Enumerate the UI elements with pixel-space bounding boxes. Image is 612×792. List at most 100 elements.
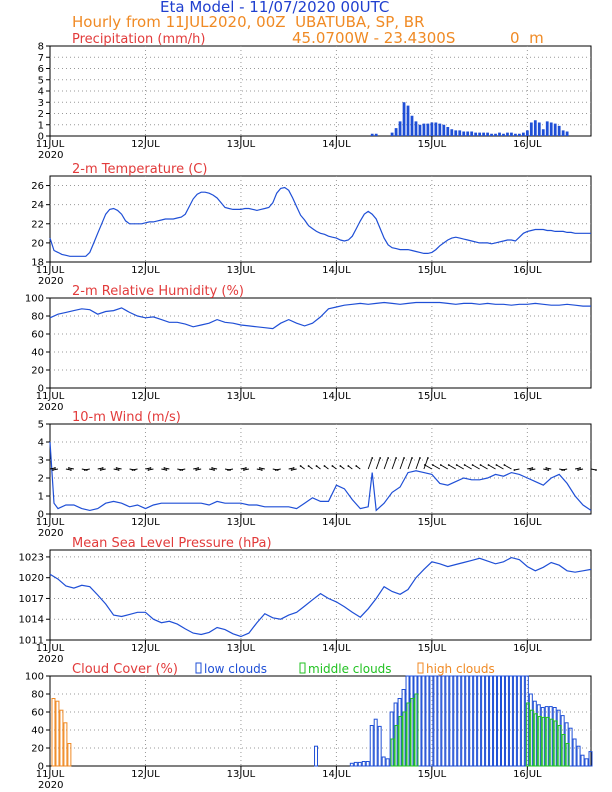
wind-arrowhead: [447, 464, 450, 466]
precip-bar: [434, 122, 438, 136]
wind-arrow: [367, 457, 373, 470]
low-cloud-bar: [584, 758, 589, 767]
plot-frame: [49, 175, 592, 263]
x-tick-label: 16JUL: [513, 139, 542, 150]
wind-arrowhead: [195, 469, 198, 471]
low-cloud-bar: [497, 675, 501, 767]
low-cloud-bar: [580, 754, 585, 767]
x-tick-label: 13JUL: [227, 643, 256, 654]
low-cloud-bar: [512, 675, 517, 767]
low-cloud-bar: [500, 675, 505, 767]
y-tick-label: 1023: [19, 552, 44, 563]
low-cloud-bar: [433, 675, 438, 767]
precip-bar: [518, 133, 521, 136]
low-cloud-bar: [485, 675, 490, 767]
wind-arrowhead: [371, 457, 374, 459]
wind-arrowhead: [579, 467, 581, 469]
y-tick-label: 20: [31, 744, 44, 755]
wind-arrowhead: [545, 467, 548, 469]
x-tick-label: 14JUL: [322, 517, 351, 528]
wind-arrowhead: [179, 469, 182, 471]
low-cloud-bar: [465, 675, 470, 767]
middle-cloud-bar: [533, 713, 538, 767]
low-cloud-bar: [572, 738, 577, 767]
panel-3: [46, 297, 592, 392]
middle-cloud-bar: [410, 698, 415, 767]
wind-arrowhead: [101, 467, 104, 469]
precip-bar: [470, 131, 474, 136]
location-elevation: 0 m: [510, 29, 544, 47]
wind-arrow: [415, 457, 421, 470]
precip-bar: [414, 121, 418, 136]
low-cloud-bar: [469, 675, 474, 767]
precip-bar: [430, 122, 434, 136]
low-cloud-bar: [449, 675, 454, 767]
low-cloud-bar: [493, 675, 498, 767]
low-cloud-bar: [429, 675, 434, 767]
y-tick-label: 2: [38, 474, 44, 485]
middle-cloud-bar: [402, 711, 407, 767]
x-tick-label: 14JUL: [322, 769, 351, 780]
wind-arrowhead: [455, 464, 458, 466]
precip-bar: [450, 129, 454, 136]
wind-arrowhead: [487, 464, 490, 466]
wind-arrowhead: [331, 465, 334, 467]
location-coords: 45.0700W - 23.4300S: [292, 29, 456, 47]
low-cloud-bar: [489, 675, 494, 767]
wind-arrowhead: [147, 469, 150, 471]
y-tick-label: 0: [38, 510, 44, 521]
low-cloud-bar: [461, 675, 466, 767]
chart-title: Eta Model - 11/07/2020 00UTC: [160, 0, 390, 16]
panel-title: 10-m Wind (m/s): [72, 410, 181, 425]
precip-bar: [418, 124, 422, 136]
wind-arrowhead: [213, 469, 216, 471]
precip-bar: [370, 133, 374, 136]
wind-arrow: [383, 457, 389, 470]
low-cloud-bar: [373, 718, 378, 767]
wind-arrowhead: [245, 467, 247, 469]
wind-arrowhead: [561, 469, 564, 471]
y-tick-label: 40: [31, 726, 44, 737]
wind-arrow: [448, 464, 456, 470]
low-cloud-bar: [353, 761, 358, 767]
wind-arrow: [480, 464, 488, 470]
wind-arrowhead: [595, 469, 597, 471]
wind-arrowhead: [395, 457, 398, 459]
y-tick-label: 20: [31, 238, 44, 249]
precip-bar: [510, 132, 513, 136]
precip-bar: [565, 131, 569, 136]
precip-bar: [458, 130, 462, 136]
wind-arrow: [375, 457, 381, 470]
x-tick-label: 15JUL: [418, 643, 447, 654]
wind-arrow: [472, 464, 480, 470]
wind-arrowhead: [463, 464, 466, 466]
y-tick-label: 7: [38, 53, 44, 64]
x-year-label: 2020: [38, 780, 63, 791]
wind-arrowhead: [315, 465, 318, 467]
low-cloud-bar: [437, 675, 442, 767]
y-tick-label: 1: [38, 120, 44, 131]
low-cloud-bar: [425, 675, 430, 767]
wind-arrow: [488, 464, 496, 470]
panel-1: [46, 45, 592, 140]
wind-arrow: [456, 464, 464, 470]
x-tick-label: 14JUL: [322, 139, 351, 150]
precip-bar: [474, 132, 478, 136]
y-tick-label: 0: [38, 384, 44, 395]
wind-arrowhead: [299, 465, 302, 467]
wind-arrowhead: [258, 467, 261, 469]
low-cloud-bar: [381, 756, 386, 767]
x-tick-label: 13JUL: [227, 139, 256, 150]
x-tick-label: 13JUL: [227, 391, 256, 402]
x-year-label: 2020: [38, 528, 63, 539]
wind-arrowhead: [471, 464, 474, 466]
high-cloud-bar: [67, 743, 72, 767]
wind-arrowhead: [355, 465, 358, 467]
x-tick-label: 13JUL: [227, 517, 256, 528]
wind-arrowhead: [149, 467, 152, 469]
x-tick-label: 15JUL: [418, 265, 447, 276]
wind-arrow: [504, 464, 512, 470]
precip-bar: [525, 130, 529, 136]
low-cloud-bar: [377, 725, 382, 767]
plot-frame: [49, 675, 592, 767]
